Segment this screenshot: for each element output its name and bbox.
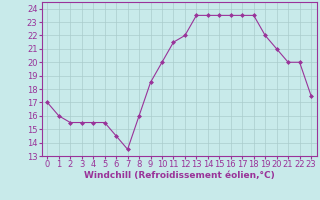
X-axis label: Windchill (Refroidissement éolien,°C): Windchill (Refroidissement éolien,°C) [84, 171, 275, 180]
